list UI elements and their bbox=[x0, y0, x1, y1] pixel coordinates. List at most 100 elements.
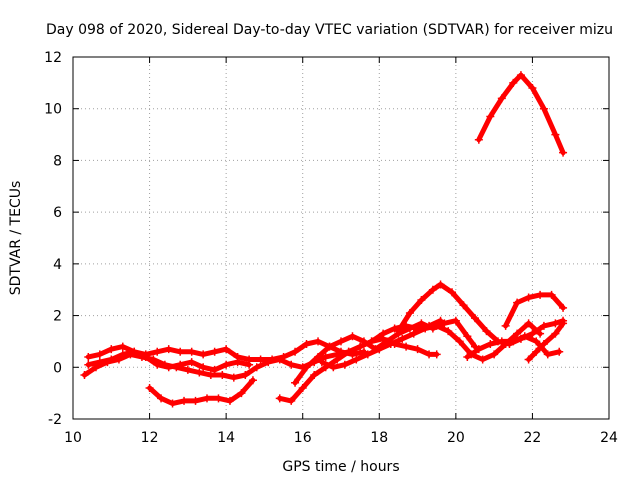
data-point-marker bbox=[520, 332, 529, 341]
data-point-marker bbox=[532, 347, 541, 356]
data-point-marker bbox=[348, 332, 357, 341]
x-tick-label: 22 bbox=[524, 430, 542, 446]
data-point-marker bbox=[222, 360, 231, 369]
data-point-marker bbox=[187, 347, 196, 356]
data-point-marker bbox=[509, 78, 518, 87]
data-point-marker bbox=[252, 363, 261, 372]
data-point-marker bbox=[218, 371, 227, 380]
data-point-marker bbox=[528, 329, 537, 338]
series-line bbox=[503, 292, 566, 329]
data-point-marker bbox=[405, 308, 414, 317]
data-point-marker bbox=[275, 394, 284, 403]
data-point-marker bbox=[513, 329, 522, 338]
data-point-marker bbox=[302, 340, 311, 349]
data-point-marker bbox=[536, 290, 545, 299]
plot-area-border bbox=[72, 56, 610, 420]
data-point-marker bbox=[291, 378, 300, 387]
data-point-marker bbox=[183, 365, 192, 374]
data-point-marker bbox=[206, 371, 215, 380]
data-point-marker bbox=[402, 342, 411, 351]
data-point-marker bbox=[199, 363, 208, 372]
axis-ticks bbox=[72, 56, 610, 420]
data-point-marker bbox=[157, 394, 166, 403]
data-point-marker bbox=[486, 112, 495, 121]
data-point-marker bbox=[340, 360, 349, 369]
data-point-marker bbox=[80, 371, 89, 380]
data-point-marker bbox=[191, 396, 200, 405]
data-point-marker bbox=[463, 352, 472, 361]
data-point-marker bbox=[432, 350, 441, 359]
x-tick-label: 14 bbox=[217, 430, 235, 446]
x-tick-labels: 10 12 14 16 18 20 22 24 bbox=[64, 430, 618, 446]
data-point-marker bbox=[390, 324, 399, 333]
data-point-marker bbox=[199, 350, 208, 359]
data-point-marker bbox=[551, 130, 560, 139]
data-point-marker bbox=[287, 360, 296, 369]
series-sat-l bbox=[524, 319, 568, 364]
data-point-marker bbox=[513, 298, 522, 307]
data-point-marker bbox=[180, 396, 189, 405]
series-sat-c bbox=[501, 290, 568, 330]
x-tick-label: 10 bbox=[64, 430, 82, 446]
data-point-marker bbox=[176, 347, 185, 356]
data-point-marker bbox=[474, 345, 483, 354]
data-point-marker bbox=[536, 329, 545, 338]
data-point-marker bbox=[516, 71, 525, 80]
data-point-marker bbox=[222, 345, 231, 354]
data-point-marker bbox=[95, 350, 104, 359]
data-point-marker bbox=[451, 316, 460, 325]
data-point-marker bbox=[532, 337, 541, 346]
data-point-marker bbox=[539, 340, 548, 349]
y-tick-label: 4 bbox=[53, 257, 62, 273]
data-point-marker bbox=[375, 345, 384, 354]
y-tick-label: 12 bbox=[44, 50, 62, 66]
series-sat-a bbox=[474, 71, 568, 157]
series-line bbox=[319, 320, 543, 370]
y-tick-label: 6 bbox=[53, 205, 62, 221]
data-point-marker bbox=[214, 394, 223, 403]
data-point-marker bbox=[298, 383, 307, 392]
data-point-marker bbox=[463, 332, 472, 341]
data-point-marker bbox=[539, 321, 548, 330]
data-point-marker bbox=[413, 345, 422, 354]
data-point-marker bbox=[264, 358, 273, 367]
data-point-marker bbox=[160, 360, 169, 369]
data-point-marker bbox=[337, 337, 345, 346]
data-point-marker bbox=[137, 352, 146, 361]
series-sat-k bbox=[463, 332, 564, 361]
data-point-marker bbox=[195, 368, 204, 377]
data-point-marker bbox=[448, 288, 457, 297]
data-point-marker bbox=[421, 324, 430, 333]
data-point-marker bbox=[317, 358, 326, 367]
data-point-marker bbox=[455, 337, 464, 346]
y-tick-label: 10 bbox=[44, 102, 62, 118]
data-point-marker bbox=[237, 389, 246, 398]
series-line bbox=[147, 377, 256, 406]
data-series bbox=[80, 71, 568, 408]
data-point-marker bbox=[559, 319, 568, 328]
data-point-marker bbox=[275, 355, 284, 364]
data-point-marker bbox=[524, 319, 533, 328]
data-point-marker bbox=[501, 321, 510, 330]
data-point-marker bbox=[229, 373, 238, 382]
y-tick-labels: -2 0 2 4 6 8 10 12 bbox=[44, 50, 62, 428]
data-point-marker bbox=[149, 355, 158, 364]
data-point-marker bbox=[248, 376, 257, 385]
data-point-marker bbox=[329, 363, 338, 372]
data-point-marker bbox=[394, 329, 403, 338]
data-point-marker bbox=[474, 135, 483, 144]
data-point-marker bbox=[359, 337, 368, 346]
data-point-marker bbox=[409, 329, 418, 338]
data-point-marker bbox=[310, 371, 319, 380]
data-point-marker bbox=[482, 327, 491, 336]
data-point-marker bbox=[425, 350, 434, 359]
data-point-marker bbox=[203, 394, 211, 403]
data-point-marker bbox=[428, 285, 437, 294]
data-point-marker bbox=[91, 363, 100, 372]
data-point-marker bbox=[333, 355, 342, 364]
data-point-marker bbox=[440, 319, 449, 328]
data-point-marker bbox=[551, 329, 560, 338]
data-point-marker bbox=[551, 319, 560, 328]
y-tick-label: 8 bbox=[53, 153, 62, 169]
